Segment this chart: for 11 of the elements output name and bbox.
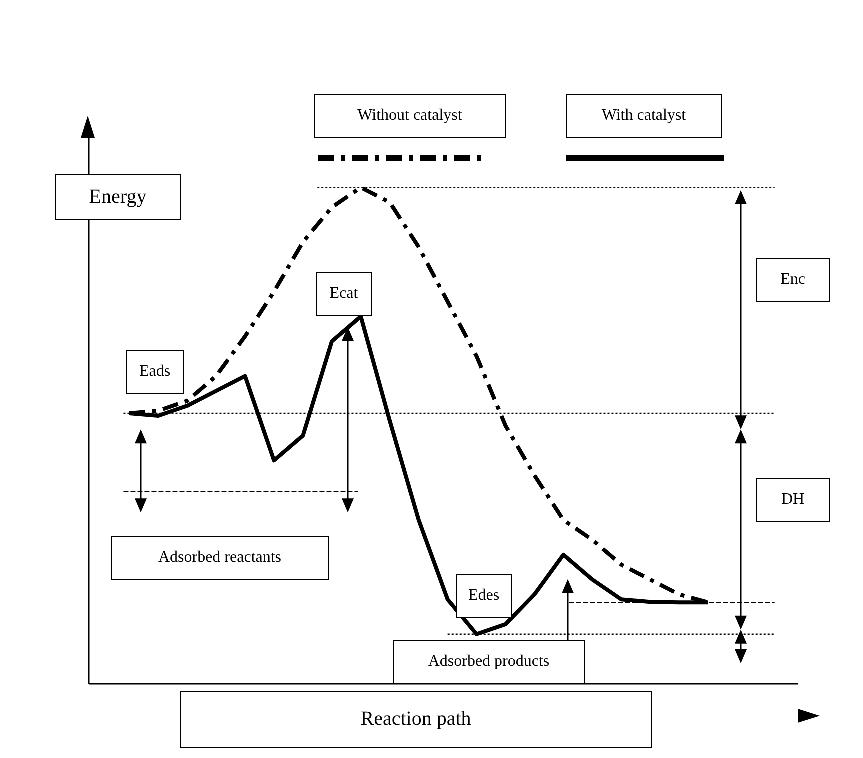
text-box: Eads [126,350,184,394]
text-box: With catalyst [566,94,722,138]
text-box: Enc [756,258,830,302]
text-box: DH [756,478,830,522]
text-box: Edes [456,574,512,618]
text-box: Adsorbed reactants [111,536,329,580]
text-box: Reaction path [180,691,652,748]
text-box: Ecat [316,272,372,316]
text-box: Adsorbed products [393,640,585,684]
text-box: Without catalyst [314,94,506,138]
text-box: Energy [55,174,181,220]
